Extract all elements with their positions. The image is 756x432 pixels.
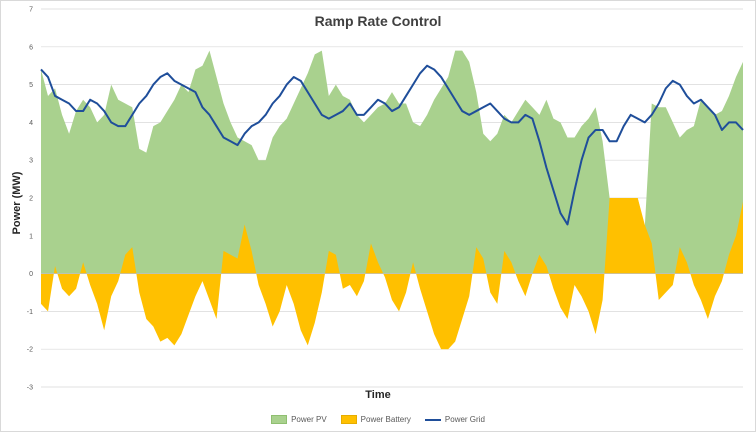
y-tick-label: 3 (29, 158, 33, 165)
y-tick-label: 6 (29, 44, 33, 51)
y-tick-label: -1 (27, 309, 33, 316)
y-tick-label: 1 (29, 233, 33, 240)
chart-title: Ramp Rate Control (314, 13, 442, 29)
series-area-power-pv (41, 50, 743, 274)
y-tick-label: 0 (29, 271, 33, 278)
legend-label-pv: Power PV (291, 415, 327, 424)
legend-label-grid: Power Grid (444, 415, 485, 424)
y-tick-label: 7 (29, 7, 33, 14)
legend-swatch-battery (340, 415, 357, 424)
legend: Power PV Power Battery Power Grid (1, 415, 755, 424)
legend-swatch-grid (424, 418, 441, 421)
legend-label-battery: Power Battery (360, 415, 411, 424)
y-tick-label: -2 (27, 347, 33, 354)
x-axis-label: Time (365, 389, 391, 401)
y-tick-label: 4 (29, 120, 33, 127)
legend-swatch-pv (271, 415, 288, 424)
legend-item-grid: Power Grid (424, 415, 485, 424)
legend-item-pv: Power PV (271, 415, 327, 424)
y-tick-label: 5 (29, 82, 33, 89)
y-tick-label: -3 (27, 385, 33, 392)
series-line-power-grid (40, 64, 744, 226)
y-tick-label: 2 (29, 196, 33, 203)
legend-item-battery: Power Battery (340, 415, 411, 424)
